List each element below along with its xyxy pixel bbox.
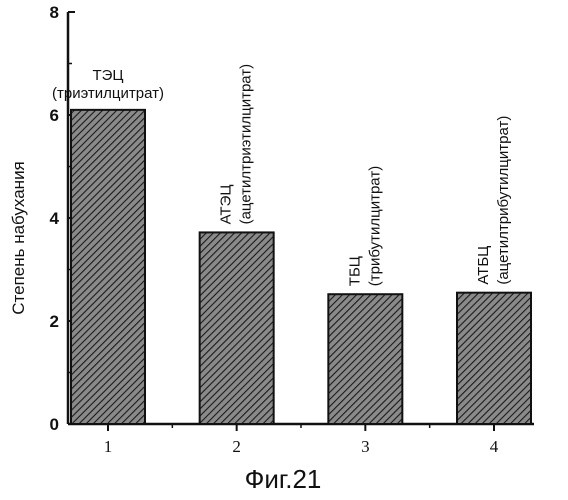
bar [71,110,145,424]
x-axis-ticks: 1 2 3 4 [104,424,499,456]
y-tick-label: 0 [50,415,59,434]
bar-annotation-name: ТБЦ [346,256,363,286]
x-tick-label: 3 [361,437,370,456]
bar-annotation-full: (ацетилтриэтилцитрат) [238,64,255,225]
y-axis-label: Степень набухания [9,161,28,315]
bar-annotation-name: АТЭЦ [218,185,235,225]
bar-annotation-full: (трибутилцитрат) [366,166,383,286]
y-tick-label: 2 [50,312,59,331]
y-tick-label: 8 [50,3,59,22]
bar-annotation-full: (триэтилцитрат) [52,85,164,102]
bar-annotation-name: АТБЦ [475,246,492,285]
bar-annotation-name: ТЭЦ [92,67,123,84]
x-tick-label: 1 [104,437,113,456]
bar [457,293,531,424]
bar [200,232,274,424]
bar-annotation-full: (ацетилтрибутилцитрат) [495,116,512,285]
figure-caption: Фиг.21 [245,464,322,494]
x-tick-label: 2 [232,437,241,456]
bar [328,294,402,424]
x-tick-label: 4 [490,437,499,456]
bars [71,110,531,424]
y-tick-label: 6 [50,106,59,125]
y-tick-label: 4 [50,209,60,228]
